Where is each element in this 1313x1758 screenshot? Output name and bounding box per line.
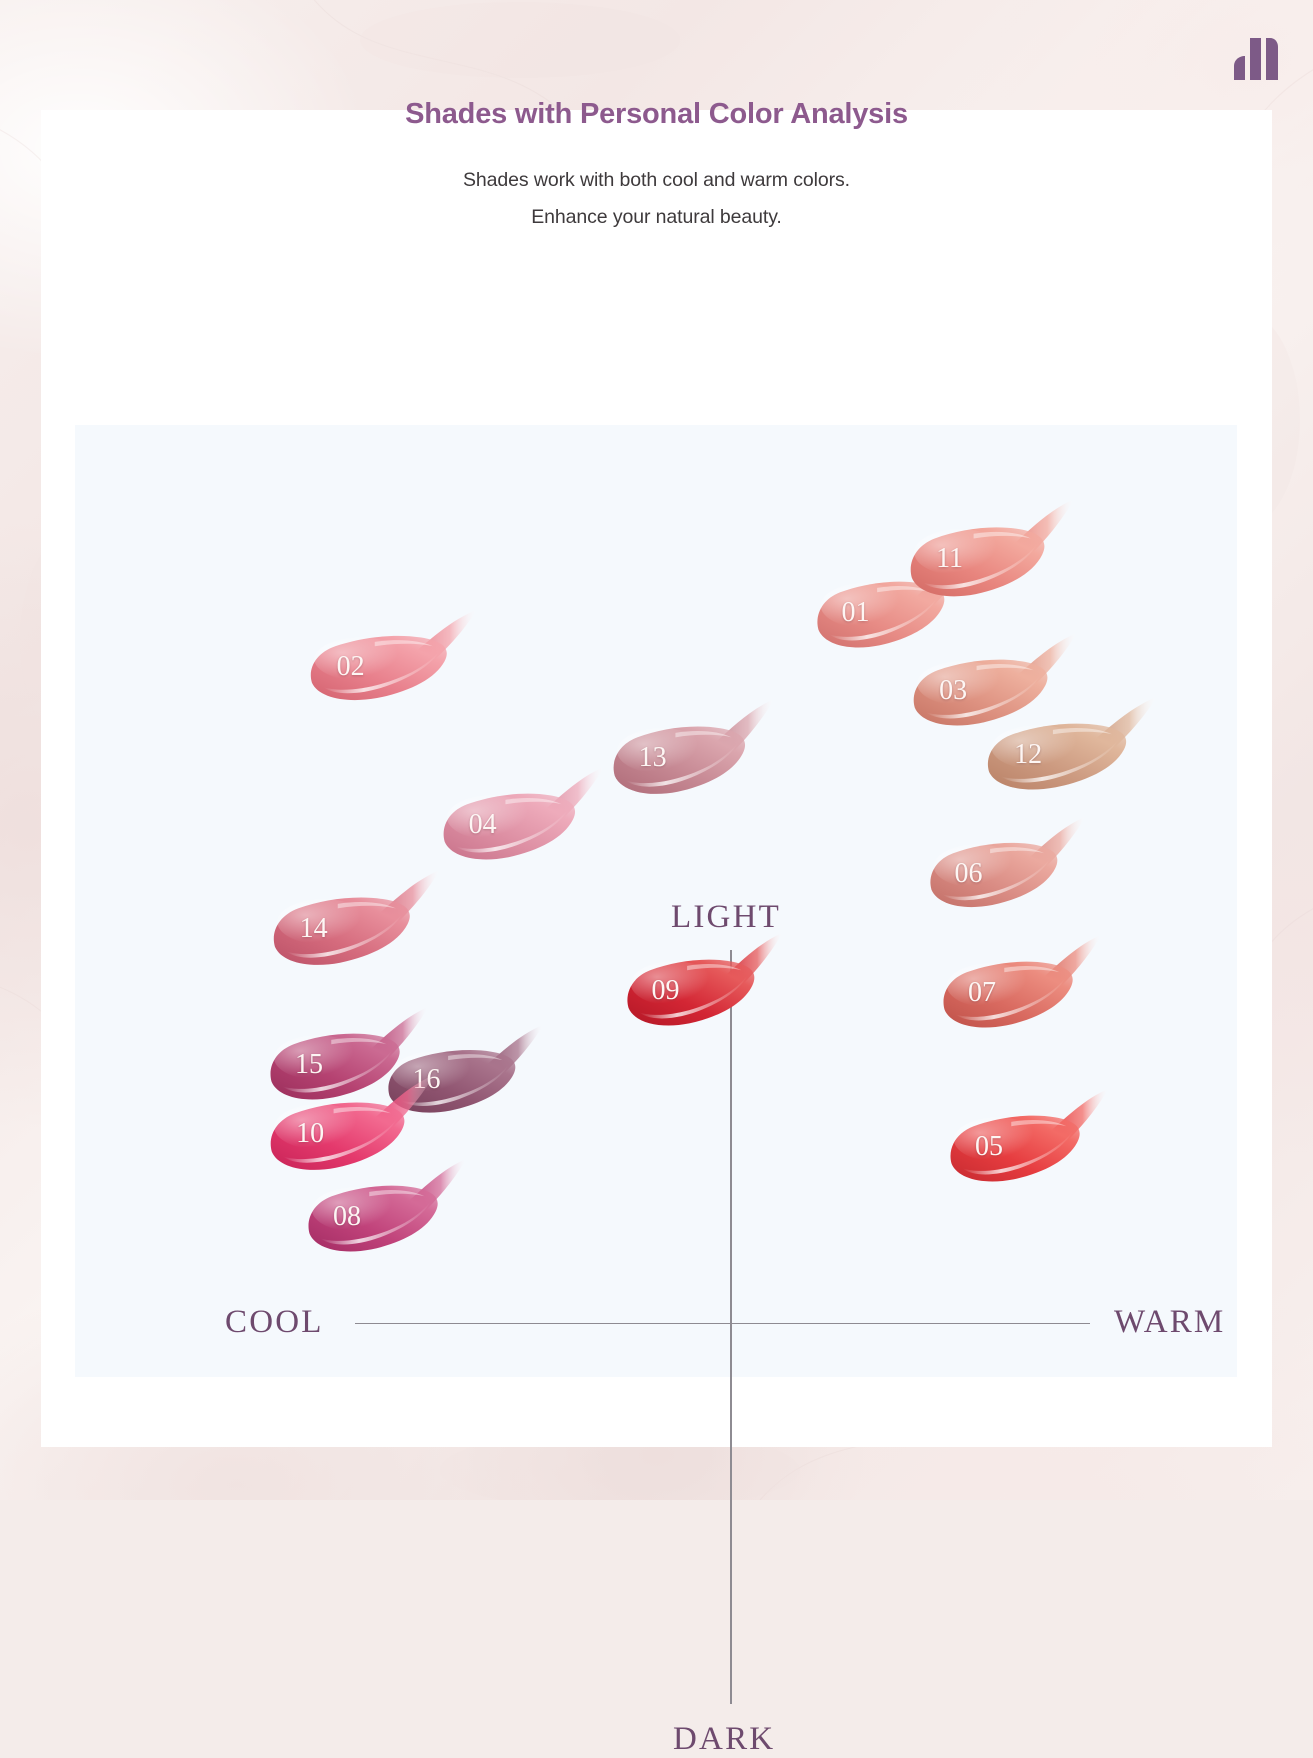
swatch-gloss — [923, 543, 1038, 589]
swatch-sheen — [953, 1117, 1043, 1162]
swatch-gloss — [286, 912, 403, 958]
swatch-sheen — [446, 795, 537, 840]
axis-vertical-line — [730, 950, 732, 1704]
swatch-gloss-thin — [337, 901, 396, 909]
swatch-sheen — [391, 1051, 479, 1094]
header: Shades with Personal Color Analysis Shad… — [0, 0, 1313, 229]
swatch-gloss-thin — [1004, 966, 1060, 973]
brand-logo-bars-icon — [1234, 38, 1278, 80]
lipstick-swatch-05[interactable]: 05 — [945, 1082, 1122, 1193]
axis-horizontal-line — [355, 1323, 1090, 1325]
axis-label-warm: WARM — [1114, 1304, 1226, 1340]
swatch-sheen — [314, 637, 408, 681]
lipstick-swatch-03[interactable]: 03 — [908, 626, 1091, 737]
swatch-gloss — [320, 1200, 432, 1245]
swatch-gloss-thin — [369, 1190, 425, 1197]
subtitle-line-1: Shades work with both cool and warm colo… — [463, 169, 850, 191]
swatch-gloss-thin — [505, 798, 562, 805]
lipstick-swatch-08[interactable]: 08 — [303, 1152, 480, 1263]
swatch-gloss — [942, 857, 1051, 901]
swatch-sheen — [277, 899, 371, 945]
swatch-gloss-thin — [976, 664, 1034, 671]
swatch-sheen — [917, 661, 1009, 706]
swatch-gloss — [1000, 738, 1120, 783]
swatch-gloss — [323, 650, 440, 694]
lipstick-swatch-12[interactable]: 12 — [982, 690, 1171, 801]
swatch-sheen — [630, 961, 718, 1006]
swatch-gloss — [829, 596, 938, 641]
lipstick-swatch-07[interactable]: 07 — [938, 928, 1115, 1039]
lipstick-swatch-13[interactable]: 13 — [608, 692, 788, 805]
page-title: Shades with Personal Color Analysis — [405, 98, 908, 130]
swatch-sheen — [274, 1104, 366, 1150]
lipstick-swatch-09[interactable]: 09 — [622, 926, 796, 1037]
lipstick-swatch-10[interactable]: 10 — [265, 1068, 448, 1181]
swatch-gloss-thin — [333, 1106, 391, 1114]
swatch-gloss-thin — [973, 531, 1031, 539]
swatch-gloss-thin — [1052, 728, 1113, 735]
swatch-gloss — [926, 674, 1041, 719]
lipstick-swatch-06[interactable]: 06 — [925, 810, 1099, 918]
swatch-gloss — [955, 976, 1067, 1021]
swatch-gloss — [625, 741, 739, 787]
swatch-sheen — [311, 1187, 401, 1232]
subtitle-line-2: Enhance your natural beauty. — [531, 206, 782, 228]
swatch-sheen — [991, 725, 1087, 770]
swatch-gloss-thin — [687, 964, 742, 971]
swatch-sheen — [273, 1035, 363, 1080]
lipstick-swatch-14[interactable]: 14 — [268, 863, 454, 976]
swatch-gloss-thin — [374, 640, 433, 647]
swatch-sheen — [616, 728, 707, 774]
color-analysis-chart: LIGHT DARK COOL WARM 01 11 02 03 12 13 04 06 14 0… — [75, 425, 1237, 1757]
lipstick-swatch-11[interactable]: 11 — [905, 492, 1088, 608]
axis-label-light: LIGHT — [671, 899, 781, 935]
swatch-gloss — [455, 808, 569, 853]
swatch-gloss-thin — [675, 730, 732, 738]
swatch-gloss — [283, 1117, 398, 1163]
swatch-gloss — [962, 1130, 1074, 1175]
axis-label-dark: DARK — [673, 1721, 776, 1757]
swatch-sheen — [820, 583, 908, 628]
swatch-sheen — [933, 844, 1021, 888]
swatch-gloss — [400, 1064, 509, 1106]
swatch-gloss — [282, 1048, 394, 1093]
lipstick-swatch-02[interactable]: 02 — [305, 603, 491, 711]
swatch-sheen — [946, 963, 1036, 1008]
swatch-gloss-thin — [448, 1054, 503, 1061]
swatch-gloss-thin — [990, 847, 1045, 854]
swatch-gloss — [639, 974, 748, 1019]
swatch-sheen — [914, 529, 1006, 576]
swatch-gloss-thin — [331, 1038, 387, 1045]
lipstick-swatch-04[interactable]: 04 — [438, 760, 618, 871]
axis-label-cool: COOL — [225, 1304, 324, 1340]
swatch-gloss-thin — [877, 586, 932, 593]
swatch-gloss-thin — [1011, 1120, 1067, 1127]
